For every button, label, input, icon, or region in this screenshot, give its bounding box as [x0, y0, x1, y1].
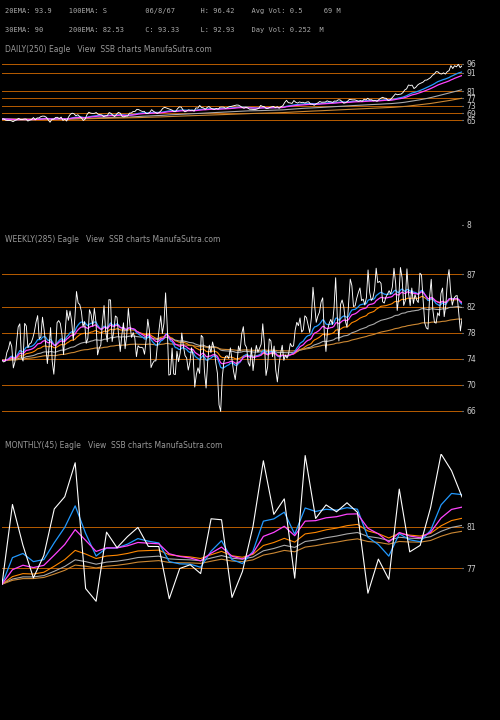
- Text: 30EMA: 90      200EMA: 82.53     C: 93.33     L: 92.93    Day Vol: 0.252  M: 30EMA: 90 200EMA: 82.53 C: 93.33 L: 92.9…: [5, 27, 324, 33]
- Text: 20EMA: 93.9    100EMA: S         06/8/67      H: 96.42    Avg Vol: 0.5     69 M: 20EMA: 93.9 100EMA: S 06/8/67 H: 96.42 A…: [5, 9, 341, 14]
- Text: DAILY(250) Eagle   View  SSB charts ManufaSutra.com: DAILY(250) Eagle View SSB charts ManufaS…: [5, 45, 212, 55]
- Text: WEEKLY(285) Eagle   View  SSB charts ManufaSutra.com: WEEKLY(285) Eagle View SSB charts Manufa…: [5, 235, 220, 245]
- Text: MONTHLY(45) Eagle   View  SSB charts ManufaSutra.com: MONTHLY(45) Eagle View SSB charts Manufa…: [5, 441, 222, 451]
